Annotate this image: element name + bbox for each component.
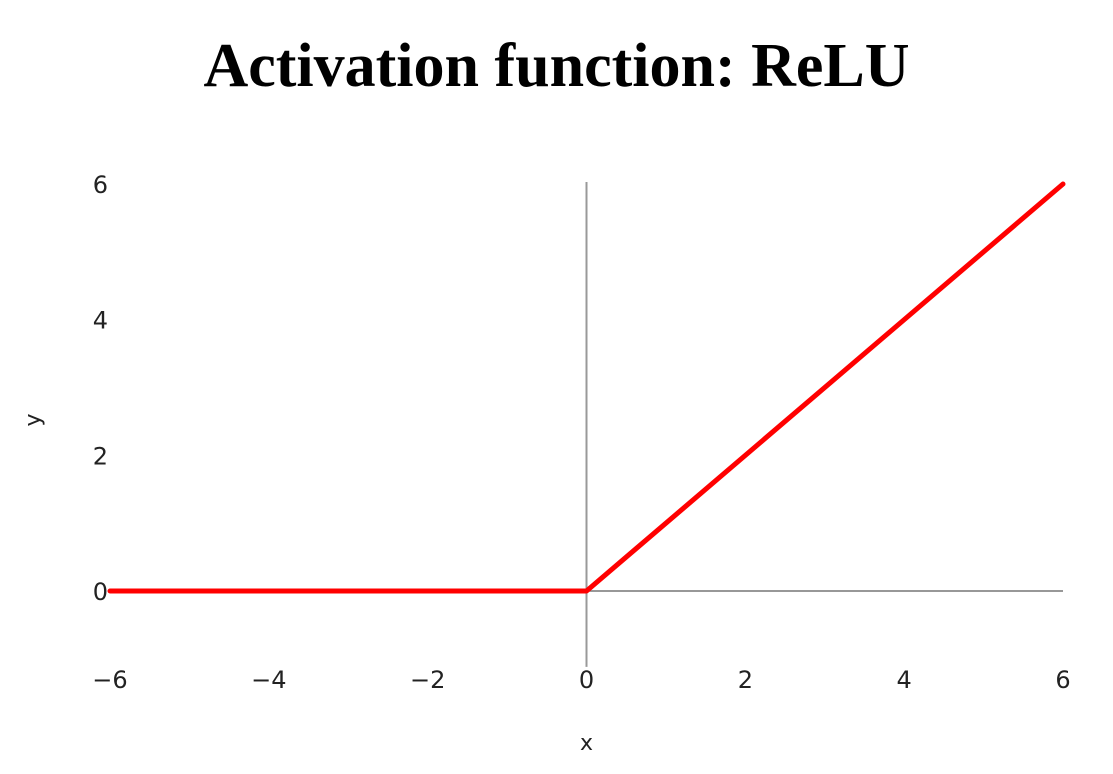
tick-labels-layer: −6 −4 −2 0 2 4 6 0 2 4 6	[92, 171, 1070, 694]
x-tick-label: 4	[897, 666, 912, 694]
axes-layer	[110, 182, 1063, 667]
x-tick-label: −4	[251, 666, 286, 694]
x-axis-label: x	[580, 731, 593, 756]
x-tick-label: −6	[92, 666, 127, 694]
x-tick-label: 0	[579, 666, 594, 694]
y-tick-label: 2	[93, 442, 108, 470]
series-layer	[107, 181, 1066, 594]
x-tick-label: −2	[410, 666, 445, 694]
y-tick-label: 6	[93, 171, 108, 199]
x-tick-label: 6	[1055, 666, 1070, 694]
y-tick-label: 0	[93, 578, 108, 606]
x-tick-label: 2	[738, 666, 753, 694]
y-axis-label: y	[21, 413, 46, 426]
chart-title: Activation function: ReLU	[203, 32, 910, 100]
y-tick-label: 4	[93, 307, 108, 335]
relu-series-line	[107, 181, 1066, 594]
